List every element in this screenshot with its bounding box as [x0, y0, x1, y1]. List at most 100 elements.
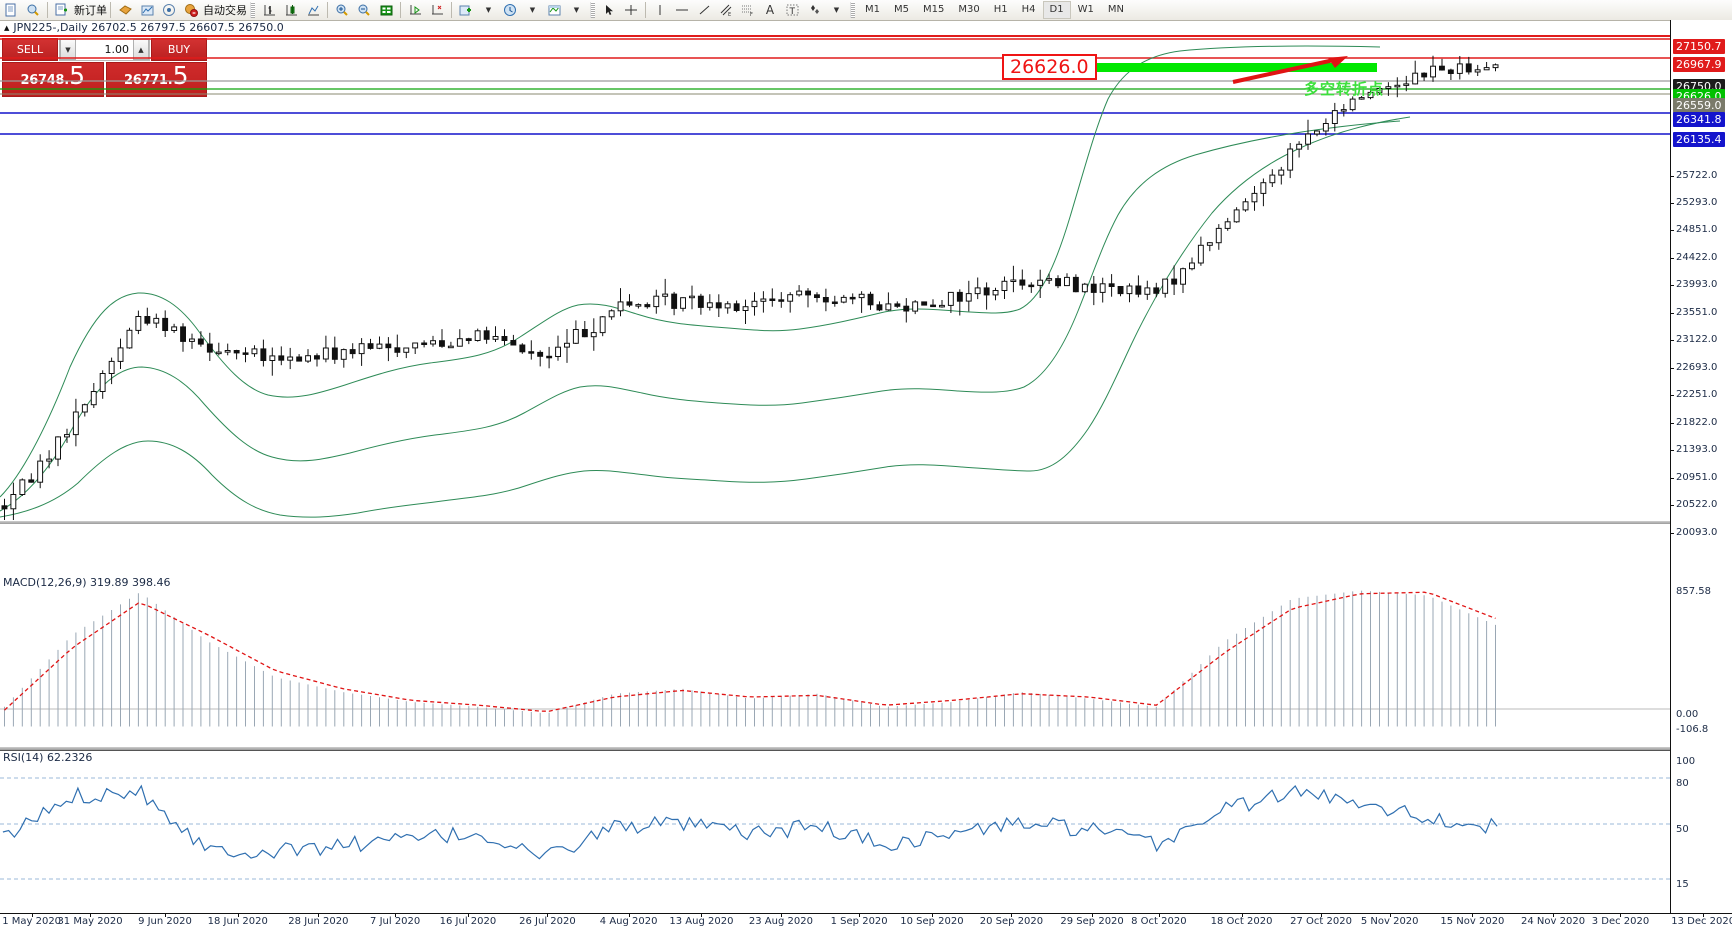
autotrading-icon[interactable]	[180, 1, 202, 19]
trendline-icon[interactable]	[693, 1, 715, 19]
timeframe-m1[interactable]: M1	[865, 4, 880, 15]
indicators-icon[interactable]	[136, 1, 158, 19]
timeframe-h4[interactable]: H4	[1021, 4, 1036, 15]
sell-price-last: 5	[69, 61, 86, 90]
date-tick: 20 Sep 2020	[980, 913, 1043, 927]
equidistant-channel-icon[interactable]: E	[715, 1, 737, 19]
text-label-icon[interactable]: T	[781, 1, 803, 19]
cursor-icon[interactable]	[598, 1, 620, 19]
date-tick: 5 Nov 2020	[1361, 913, 1419, 927]
rsi-indicator-pane[interactable]	[0, 756, 1670, 913]
candlestick-chart-icon[interactable]	[280, 1, 302, 19]
chevron-down-icon[interactable]: ▼	[573, 6, 580, 14]
macd-indicator-pane[interactable]	[0, 586, 1670, 744]
timeframe-d1[interactable]: D1	[1042, 1, 1071, 19]
date-tick: 10 Sep 2020	[900, 913, 964, 927]
price-chart-pane[interactable]	[0, 37, 1670, 520]
timeframe-m15[interactable]: M15	[923, 4, 945, 15]
price-tick: 21822.0	[1671, 417, 1717, 428]
price-tick: 24851.0	[1671, 224, 1717, 235]
chart-shift-icon[interactable]	[426, 1, 448, 19]
price-tick: 23551.0	[1671, 307, 1717, 318]
autotrading-label[interactable]: 自动交易	[203, 4, 247, 17]
rsi-pane-top-border	[0, 750, 1670, 751]
bar-chart-icon[interactable]	[258, 1, 280, 19]
rsi-scale-tick: 100	[1676, 756, 1696, 767]
data-window-icon[interactable]	[375, 1, 397, 19]
pane-divider-rsi[interactable]	[0, 747, 1732, 750]
chevron-down-icon[interactable]: ▼	[485, 6, 492, 14]
date-tick: 18 Oct 2020	[1211, 913, 1272, 927]
date-scale[interactable]: 1 May 2020 31 May 2020 9 Jun 2020 18 Jun 20…	[0, 913, 1732, 940]
svg-text:T: T	[788, 7, 795, 17]
buy-price-display[interactable]: 26771 . 5	[105, 62, 207, 97]
price-annotation-label[interactable]: 26626.0	[1002, 54, 1097, 80]
date-tick: 13 Aug 2020	[669, 913, 733, 927]
signals-icon[interactable]	[158, 1, 180, 19]
volume-input[interactable]: 1.00	[104, 43, 130, 56]
toolbar-grip[interactable]	[250, 2, 255, 18]
fibonacci-icon[interactable]: F	[737, 1, 759, 19]
toolbar-separator	[110, 2, 111, 18]
shapes-icon[interactable]	[803, 1, 825, 19]
macd-indicator-label[interactable]: MACD(12,26,9) 319.89 398.46	[3, 576, 171, 589]
new-order-label[interactable]: 新订单	[74, 4, 107, 17]
text-icon[interactable]: A	[765, 3, 775, 17]
trade-controls-row: SELL ▼ 1.00 ▲ BUY	[2, 38, 207, 61]
zoom-out-icon[interactable]	[353, 1, 375, 19]
chart-top-border	[0, 35, 1732, 37]
timeframe-w1[interactable]: W1	[1077, 4, 1094, 15]
chevron-down-icon[interactable]: ▼	[529, 6, 536, 14]
timeframe-mn[interactable]: MN	[1107, 4, 1124, 15]
price-level-label[interactable]: 26967.9	[1673, 57, 1725, 72]
chinese-note-annotation[interactable]: 多空转折点	[1304, 80, 1385, 98]
line-chart-icon[interactable]	[302, 1, 324, 19]
price-level-label[interactable]: 27150.7	[1673, 39, 1725, 54]
price-tick: 20951.0	[1671, 472, 1717, 483]
date-tick: 16 Jul 2020	[440, 913, 496, 927]
price-level-label[interactable]: 26135.4	[1673, 132, 1725, 147]
toolbar-grip[interactable]	[590, 2, 595, 18]
zoom-in-icon[interactable]	[331, 1, 353, 19]
candlesticks	[1, 55, 1499, 520]
rsi-scale-tick: 50	[1676, 824, 1689, 835]
vertical-line-icon[interactable]	[649, 1, 671, 19]
date-tick: 4 Aug 2020	[600, 913, 657, 927]
volume-stepper[interactable]: ▼ 1.00 ▲	[59, 38, 150, 61]
pane-divider-macd[interactable]	[0, 521, 1732, 524]
price-scale[interactable]: 25722.0 25293.0 24851.0 24422.0 23993.0 23551…	[1670, 20, 1732, 913]
timeframe-m30[interactable]: M30	[958, 4, 980, 15]
templates-icon[interactable]	[543, 1, 565, 19]
autotrade-expert-icon[interactable]	[114, 1, 136, 19]
auto-scroll-icon[interactable]	[404, 1, 426, 19]
rsi-indicator-label[interactable]: RSI(14) 62.2326	[3, 751, 93, 764]
chart-collapse-icon[interactable]: ▲	[4, 23, 10, 32]
horizontal-line-icon[interactable]	[671, 1, 693, 19]
new-order-icon[interactable]	[51, 1, 73, 19]
timeframe-h1[interactable]: H1	[993, 4, 1008, 15]
price-level-label[interactable]: 26559.0	[1673, 98, 1725, 113]
price-tick: 20522.0	[1671, 499, 1717, 510]
price-chart-svg	[0, 38, 1670, 520]
toolbar-grip[interactable]	[850, 2, 855, 18]
search-icon[interactable]	[22, 1, 44, 19]
new-chart-icon[interactable]	[0, 1, 22, 19]
price-level-label[interactable]: 26341.8	[1673, 112, 1725, 127]
date-tick: 7 Jul 2020	[370, 913, 420, 927]
main-toolbar: 新订单 自动交易 ▼ ▼	[0, 0, 1732, 21]
macd-scale-tick: 857.58	[1676, 586, 1711, 597]
add-indicator-icon[interactable]	[455, 1, 477, 19]
toolbar-separator	[451, 2, 452, 18]
date-tick: 24 Nov 2020	[1521, 913, 1585, 927]
date-tick: 29 Sep 2020	[1060, 913, 1124, 927]
date-tick: 23 Aug 2020	[749, 913, 813, 927]
crosshair-icon[interactable]	[620, 1, 642, 19]
period-clock-icon[interactable]	[499, 1, 521, 19]
date-tick: 13 Dec 2020	[1671, 913, 1732, 927]
chevron-down-icon[interactable]: ▼	[833, 6, 840, 14]
timeframe-m5[interactable]: M5	[894, 4, 909, 15]
price-tick: 22693.0	[1671, 362, 1717, 373]
date-tick: 3 Dec 2020	[1592, 913, 1649, 927]
trend-arrow-annotation[interactable]	[1230, 52, 1350, 86]
buy-button[interactable]: BUY	[151, 38, 207, 61]
